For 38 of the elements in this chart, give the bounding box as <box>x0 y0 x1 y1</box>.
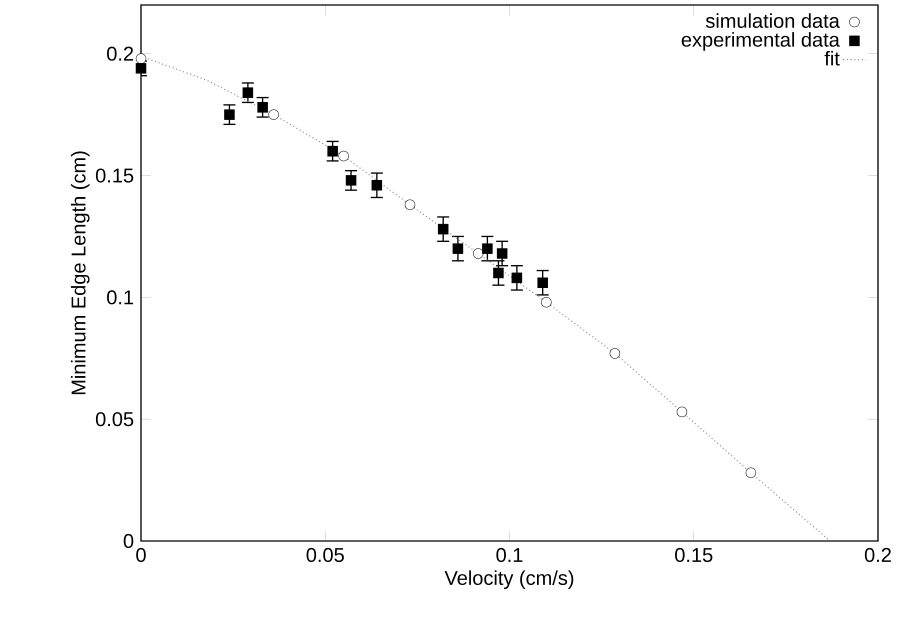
point <box>136 63 146 74</box>
point <box>746 468 756 478</box>
legend-label: simulation data <box>706 13 840 28</box>
x-tick-label: 0.05 <box>306 548 344 562</box>
point <box>493 268 504 278</box>
point <box>496 248 508 259</box>
point <box>338 150 349 162</box>
y-tick-label: 0.05 <box>96 412 134 426</box>
point <box>438 224 448 234</box>
legend-label: experimental data <box>682 32 840 51</box>
point <box>512 272 522 284</box>
legend-label: fit <box>824 50 840 66</box>
point <box>610 348 620 359</box>
point <box>676 406 688 418</box>
y-tick-label: 0.15 <box>96 168 134 183</box>
x-tick-label: 0 <box>136 548 146 562</box>
y-tick-label: 0.2 <box>107 46 134 61</box>
point <box>537 277 548 288</box>
point <box>327 146 338 156</box>
point <box>242 87 254 98</box>
y-axis-title: Minimum Edge Length (cm) <box>70 151 90 394</box>
point <box>372 180 382 191</box>
point <box>346 175 356 186</box>
point <box>482 243 493 254</box>
point <box>136 53 146 64</box>
x-axis-title: Velocity (cm/s) <box>444 570 574 589</box>
x-tick-label: 0.1 <box>496 548 522 562</box>
point <box>404 200 416 210</box>
y-tick-label: 0.1 <box>107 290 134 304</box>
point <box>268 109 279 120</box>
point <box>257 102 268 113</box>
x-tick-label: 0.2 <box>864 548 891 562</box>
point <box>472 248 484 259</box>
x-tick-label: 0.15 <box>675 548 712 562</box>
y-tick-label: 0 <box>124 534 134 548</box>
point <box>224 109 235 120</box>
point <box>452 243 464 254</box>
point <box>541 296 552 308</box>
